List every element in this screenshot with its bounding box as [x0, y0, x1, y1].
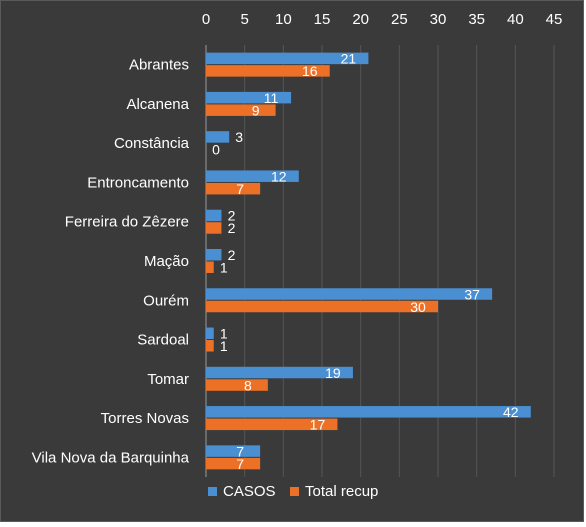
- data-label-casos-ferreira-do-zezere: 2: [228, 208, 236, 224]
- bar-total-recup-torres-novas: [206, 418, 338, 431]
- x-tick-label-30: 30: [430, 11, 447, 28]
- bar-total-recup-entroncamento: [206, 182, 261, 195]
- category-label-torres-novas: Torres Novas: [101, 410, 189, 427]
- data-label-total-recup-entroncamento: 7: [236, 181, 244, 197]
- legend-label-total-recup: Total recup: [305, 483, 378, 500]
- data-label-casos-vila-nova-da-barquinha: 7: [236, 443, 244, 459]
- bar-casos-ferreira-do-zezere: [206, 209, 222, 222]
- bar-casos-sardoal: [206, 327, 214, 340]
- bar-total-recup-ferreira-do-zezere: [206, 222, 222, 234]
- data-label-total-recup-ferreira-do-zezere: 2: [228, 220, 236, 236]
- legend-swatch-casos: [208, 487, 217, 496]
- data-label-total-recup-alcanena: 9: [252, 102, 260, 118]
- data-label-casos-constancia: 3: [235, 129, 243, 145]
- data-label-total-recup-ourem: 30: [410, 299, 426, 315]
- data-label-casos-abrantes: 21: [341, 51, 357, 67]
- x-tick-label-20: 20: [352, 11, 369, 28]
- x-tick-label-35: 35: [468, 11, 485, 28]
- bar-casos-constancia: [206, 131, 230, 143]
- data-label-total-recup-vila-nova-da-barquinha: 7: [236, 456, 244, 472]
- category-label-vila-nova-da-barquinha: Vila Nova da Barquinha: [32, 449, 190, 466]
- x-tick-label-5: 5: [240, 11, 248, 28]
- category-label-constancia: Constância: [114, 135, 190, 152]
- category-label-abrantes: Abrantes: [129, 57, 189, 74]
- data-label-total-recup-macao: 1: [220, 259, 228, 275]
- data-label-total-recup-torres-novas: 17: [310, 417, 326, 433]
- data-label-total-recup-tomar: 8: [244, 377, 252, 393]
- bar-casos-vila-nova-da-barquinha: [206, 445, 261, 457]
- data-label-casos-entroncamento: 12: [271, 168, 287, 184]
- category-label-macao: Mação: [144, 253, 189, 270]
- data-label-total-recup-constancia: 0: [212, 142, 220, 158]
- bar-casos-torres-novas: [206, 406, 531, 418]
- legend-label-casos: CASOS: [223, 483, 276, 500]
- x-tick-label-10: 10: [275, 11, 292, 28]
- bar-casos-tomar: [206, 366, 353, 379]
- bar-total-recup-alcanena: [206, 104, 276, 116]
- data-label-total-recup-sardoal: 1: [220, 338, 228, 354]
- bar-total-recup-vila-nova-da-barquinha: [206, 457, 261, 470]
- category-label-ourem: Ourém: [143, 292, 189, 309]
- x-tick-label-25: 25: [391, 11, 408, 28]
- data-label-casos-torres-novas: 42: [503, 404, 519, 420]
- data-label-casos-tomar: 19: [325, 365, 341, 381]
- category-label-alcanena: Alcanena: [126, 96, 189, 113]
- data-label-total-recup-abrantes: 16: [302, 63, 318, 79]
- category-label-tomar: Tomar: [147, 371, 189, 388]
- bar-total-recup-macao: [206, 261, 214, 273]
- category-label-entroncamento: Entroncamento: [87, 174, 189, 191]
- bar-casos-alcanena: [206, 91, 292, 104]
- legend-swatch-total-recup: [290, 487, 299, 496]
- bar-casos-ourem: [206, 288, 493, 300]
- x-tick-label-45: 45: [546, 11, 563, 28]
- x-tick-label-0: 0: [202, 11, 210, 28]
- x-tick-label-15: 15: [314, 11, 331, 28]
- bar-total-recup-sardoal: [206, 340, 214, 352]
- bar-total-recup-abrantes: [206, 65, 330, 77]
- bar-total-recup-ourem: [206, 300, 438, 313]
- x-tick-label-40: 40: [507, 11, 524, 28]
- bar-total-recup-tomar: [206, 379, 268, 391]
- category-label-sardoal: Sardoal: [137, 332, 189, 349]
- bar-casos-abrantes: [206, 52, 369, 65]
- bar-casos-macao: [206, 248, 222, 261]
- data-label-casos-sardoal: 1: [220, 326, 228, 342]
- data-label-casos-ourem: 37: [464, 286, 480, 302]
- category-label-ferreira-do-zezere: Ferreira do Zêzere: [65, 214, 189, 231]
- data-label-casos-macao: 2: [228, 247, 236, 263]
- data-label-casos-alcanena: 11: [264, 90, 279, 106]
- bar-casos-entroncamento: [206, 170, 299, 182]
